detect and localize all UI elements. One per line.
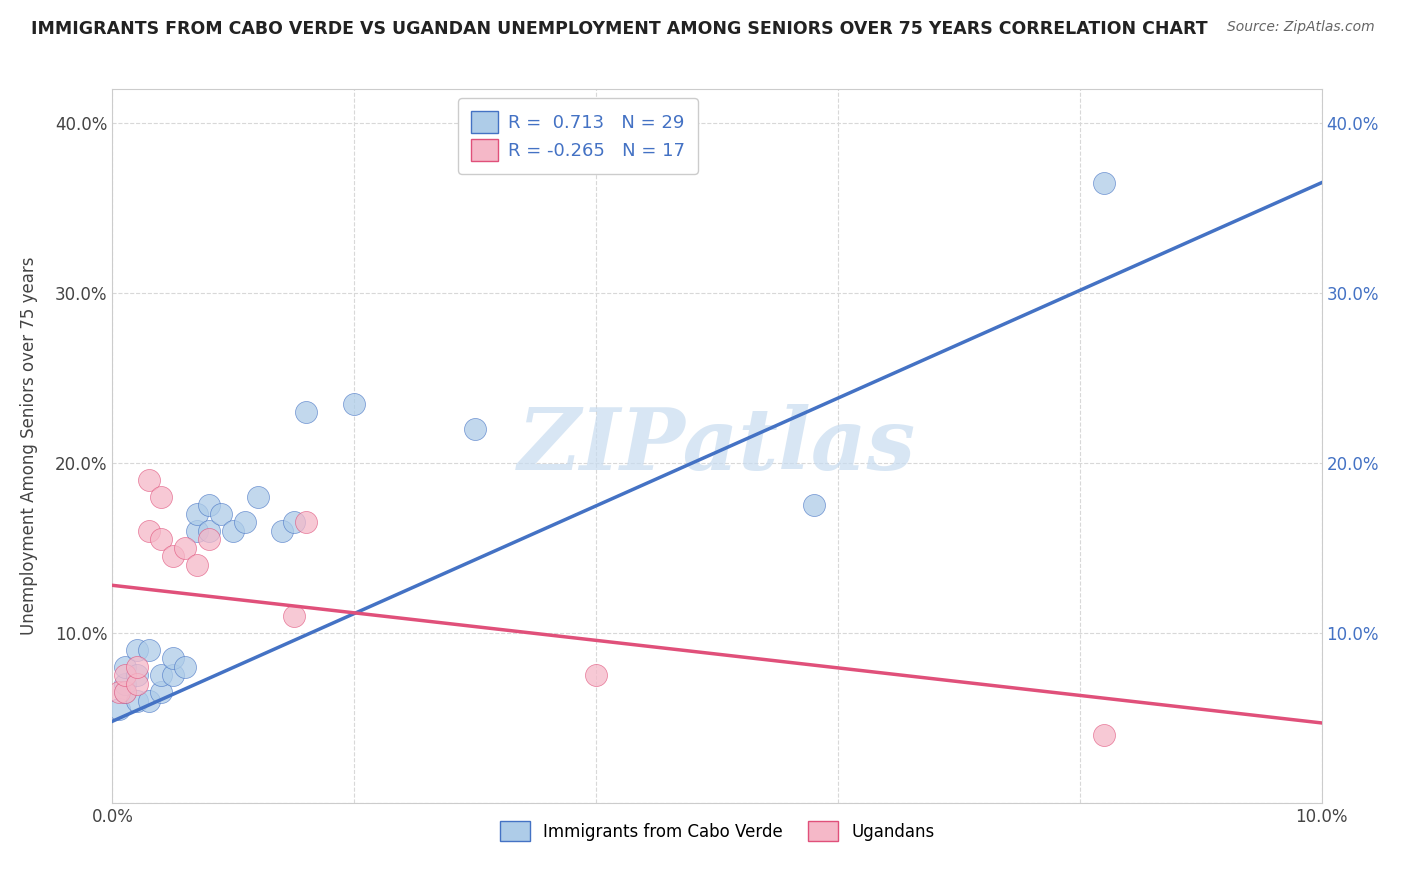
Point xyxy=(198,499,221,513)
Point xyxy=(270,524,292,538)
Point xyxy=(283,516,305,530)
Point xyxy=(222,524,245,538)
Point xyxy=(114,685,136,699)
Text: Source: ZipAtlas.com: Source: ZipAtlas.com xyxy=(1227,20,1375,34)
Legend: Immigrants from Cabo Verde, Ugandans: Immigrants from Cabo Verde, Ugandans xyxy=(494,814,941,848)
Point xyxy=(107,702,129,716)
Point xyxy=(138,694,160,708)
Point xyxy=(198,524,221,538)
Text: ZIPatlas: ZIPatlas xyxy=(517,404,917,488)
Point xyxy=(149,668,172,682)
Point xyxy=(1092,176,1115,190)
Point xyxy=(235,516,257,530)
Point xyxy=(138,643,160,657)
Point xyxy=(186,558,208,572)
Point xyxy=(464,422,486,436)
Point xyxy=(343,396,366,410)
Point xyxy=(149,490,172,504)
Point xyxy=(186,524,208,538)
Point xyxy=(283,608,305,623)
Point xyxy=(1092,728,1115,742)
Point xyxy=(114,668,136,682)
Point xyxy=(149,533,172,547)
Point xyxy=(295,516,318,530)
Point xyxy=(198,533,221,547)
Point xyxy=(125,694,148,708)
Point xyxy=(114,685,136,699)
Point xyxy=(186,507,208,521)
Point xyxy=(107,685,129,699)
Point xyxy=(138,524,160,538)
Point xyxy=(295,405,318,419)
Point xyxy=(125,660,148,674)
Point xyxy=(125,668,148,682)
Point xyxy=(138,473,160,487)
Point xyxy=(162,651,184,665)
Point xyxy=(114,660,136,674)
Point xyxy=(209,507,232,521)
Point xyxy=(125,643,148,657)
Point xyxy=(585,668,607,682)
Text: IMMIGRANTS FROM CABO VERDE VS UGANDAN UNEMPLOYMENT AMONG SENIORS OVER 75 YEARS C: IMMIGRANTS FROM CABO VERDE VS UGANDAN UN… xyxy=(31,20,1208,37)
Y-axis label: Unemployment Among Seniors over 75 years: Unemployment Among Seniors over 75 years xyxy=(21,257,38,635)
Point xyxy=(162,668,184,682)
Point xyxy=(174,541,197,555)
Point xyxy=(114,677,136,691)
Point xyxy=(246,490,269,504)
Point xyxy=(174,660,197,674)
Point xyxy=(149,685,172,699)
Point xyxy=(803,499,825,513)
Point xyxy=(162,549,184,564)
Point xyxy=(125,677,148,691)
